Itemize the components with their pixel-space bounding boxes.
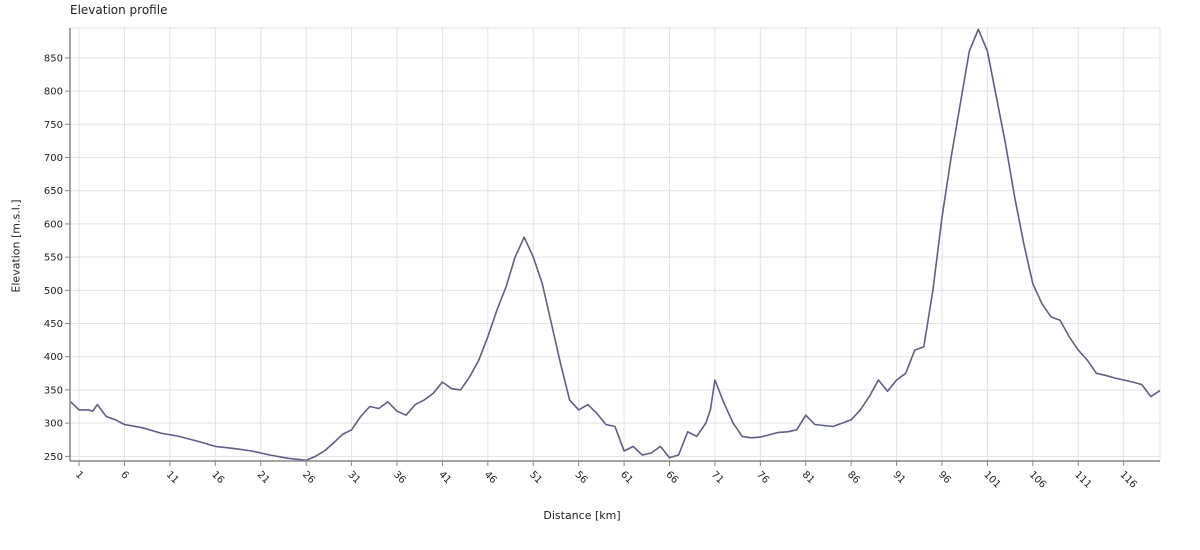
y-tick: 400 (44, 352, 70, 363)
y-tick: 700 (44, 153, 70, 164)
x-tick-label: 106 (1027, 469, 1048, 490)
x-tick-label: 96 (936, 469, 953, 486)
y-tick-label: 400 (44, 352, 63, 363)
y-tick-label: 550 (44, 253, 63, 264)
y-tick-label: 350 (44, 385, 63, 396)
y-tick-label: 250 (44, 452, 63, 463)
elevation-series-line (69, 28, 1161, 462)
x-tick: 36 (391, 461, 408, 486)
x-tick: 86 (845, 461, 862, 486)
x-tick-label: 91 (890, 469, 907, 486)
y-tick-label: 700 (44, 153, 63, 164)
grid-lines (69, 27, 1161, 462)
x-tick: 81 (800, 461, 817, 486)
x-tick: 26 (300, 461, 317, 486)
x-tick: 1 (73, 461, 85, 482)
y-ticks: 250 300 350 400 450 500 550 600 650 700 750 800 850 (44, 53, 70, 463)
x-tick: 16 (209, 461, 226, 486)
x-tick-label: 11 (164, 469, 181, 486)
y-tick-label: 600 (44, 219, 63, 230)
x-ticks: 1 6 11 16 21 26 31 36 41 46 51 56 61 66 71 76 81 86 91 96 10… (73, 461, 1139, 491)
y-tick: 750 (44, 120, 70, 131)
y-tick-label: 650 (44, 186, 63, 197)
x-tick-label: 116 (1118, 469, 1139, 490)
y-tick-label: 800 (44, 87, 63, 98)
x-tick-label: 61 (618, 469, 635, 486)
x-tick: 71 (709, 461, 726, 486)
x-tick-label: 26 (300, 469, 317, 486)
x-tick: 46 (482, 461, 499, 486)
x-tick-label: 31 (345, 469, 362, 486)
x-tick-label: 36 (391, 469, 408, 486)
x-tick-label: 76 (754, 469, 771, 486)
x-tick-label: 6 (118, 469, 130, 481)
x-axis-label: Distance [km] (543, 509, 621, 522)
x-tick: 21 (255, 461, 272, 486)
y-tick: 650 (44, 186, 70, 197)
chart-title: Elevation profile (70, 3, 168, 17)
x-tick: 31 (345, 461, 362, 486)
x-tick: 51 (527, 461, 544, 486)
x-tick: 96 (936, 461, 953, 486)
x-tick-label: 56 (573, 469, 590, 486)
y-tick-label: 450 (44, 319, 63, 330)
x-tick: 6 (118, 461, 131, 482)
x-tick-label: 1 (73, 469, 85, 481)
x-tick-label: 66 (663, 469, 680, 486)
y-tick: 350 (44, 385, 70, 396)
y-tick: 600 (44, 219, 70, 230)
y-tick: 550 (44, 253, 70, 264)
x-tick: 61 (618, 461, 635, 486)
x-tick: 66 (663, 461, 680, 486)
y-tick: 800 (44, 87, 70, 98)
y-tick: 450 (44, 319, 70, 330)
x-tick: 11 (164, 461, 181, 486)
x-tick-label: 71 (709, 469, 726, 486)
y-tick-label: 750 (44, 120, 63, 131)
y-tick-label: 300 (44, 419, 63, 430)
x-tick-label: 51 (527, 469, 544, 486)
series-group (69, 28, 1161, 462)
y-tick: 300 (44, 419, 70, 430)
x-tick-label: 81 (800, 469, 817, 486)
y-tick-label: 850 (44, 53, 63, 64)
x-tick-label: 86 (845, 469, 862, 486)
x-tick: 76 (754, 461, 771, 486)
x-tick: 91 (890, 461, 907, 486)
plot-frame (69, 27, 1161, 462)
x-tick-label: 16 (209, 469, 226, 486)
axes (69, 28, 1160, 462)
x-tick-label: 21 (255, 469, 272, 486)
y-tick: 250 (44, 452, 70, 463)
x-tick-label: 101 (981, 469, 1002, 490)
x-tick: 111 (1072, 461, 1093, 491)
y-tick: 500 (44, 286, 70, 297)
x-tick: 101 (981, 461, 1003, 491)
x-tick-label: 111 (1072, 469, 1093, 490)
x-tick-label: 46 (482, 469, 499, 486)
y-tick-label: 500 (44, 286, 63, 297)
x-tick: 41 (436, 461, 453, 486)
y-tick: 850 (44, 53, 70, 64)
x-tick: 56 (573, 461, 590, 486)
x-tick: 106 (1027, 461, 1048, 491)
x-tick: 116 (1118, 461, 1139, 491)
x-tick-label: 41 (436, 469, 453, 486)
